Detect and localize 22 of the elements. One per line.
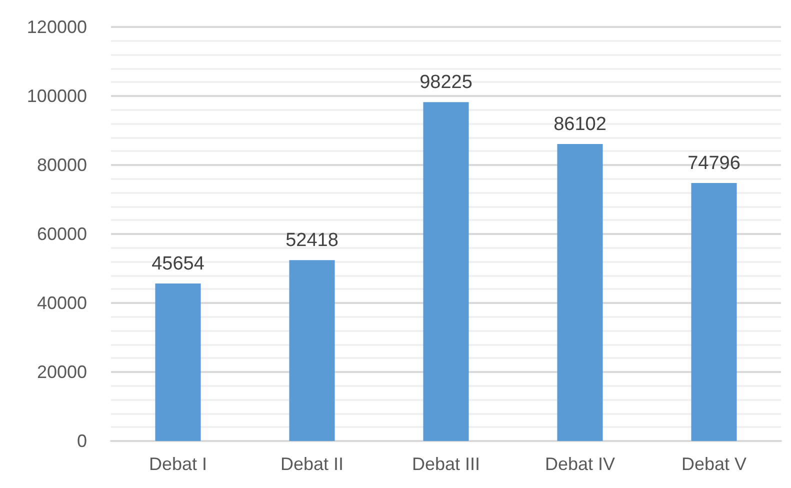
x-tick-label: Debat II (280, 454, 344, 474)
y-tick-label: 80000 (36, 155, 87, 175)
y-tick-label: 0 (76, 431, 87, 451)
data-label: 98225 (420, 72, 472, 94)
data-label: 86102 (554, 114, 606, 135)
y-tick-label: 60000 (36, 224, 87, 244)
x-tick-label: Debat III (412, 454, 480, 474)
x-tick-label: Debat IV (544, 454, 616, 474)
y-tick-label: 20000 (36, 362, 87, 382)
bar (155, 283, 201, 441)
data-label: 74796 (688, 152, 740, 174)
data-label: 52418 (286, 230, 338, 252)
x-tick-label: Debat V (681, 454, 747, 474)
bar (691, 182, 737, 441)
x-tick-label: Debat I (148, 454, 208, 474)
y-tick-label: 120000 (26, 17, 87, 37)
bar (423, 102, 469, 441)
y-tick-label: 100000 (26, 86, 87, 106)
data-label: 45654 (152, 253, 205, 274)
y-tick-label: 40000 (36, 293, 87, 313)
bar (557, 144, 603, 441)
bar (289, 260, 335, 441)
